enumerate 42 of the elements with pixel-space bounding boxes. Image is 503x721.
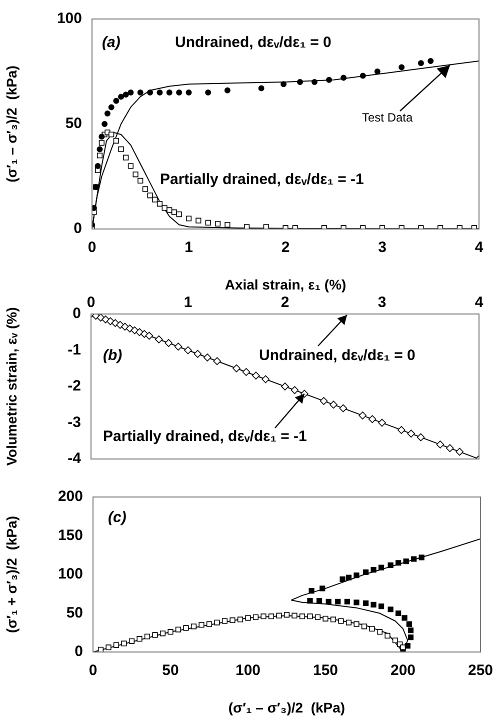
- x-tick-label: 4: [474, 239, 484, 256]
- annotation: (b): [103, 347, 122, 364]
- annotation: (c): [108, 509, 126, 526]
- y-tick-label: 200: [58, 488, 83, 506]
- y-tick-label: 100: [58, 566, 83, 583]
- y-axis-title: (σ′₁ + σ′₃)/2 (kPa): [3, 516, 20, 634]
- annotation: (a): [102, 34, 120, 52]
- y-tick-label: -2: [68, 378, 81, 395]
- y-tick-label: 150: [58, 526, 83, 544]
- x-tick-label: 4: [474, 294, 484, 312]
- x-tick-label: 200: [390, 662, 416, 680]
- y-tick-label: 100: [56, 10, 82, 28]
- x-tick-label: 2: [281, 239, 290, 256]
- y-tick-label: 0: [74, 220, 82, 238]
- annotation: Undrained, dεᵥ/dε₁ = 0: [175, 34, 332, 52]
- annotation: Test Data: [362, 110, 414, 124]
- x-tick-label: 100: [235, 662, 261, 680]
- x-tick-label: 0: [88, 662, 98, 680]
- x-tick-label: 250: [468, 662, 493, 680]
- x-tick-label: 2: [280, 294, 290, 312]
- annotation: Partially drained, dεᵥ/dε₁ = -1: [160, 171, 364, 188]
- y-axis-title: Volumetric strain, εᵥ (%): [3, 307, 20, 466]
- annotation: Undrained, dεᵥ/dε₁ = 0: [259, 347, 416, 364]
- x-tick-label: 150: [312, 662, 338, 680]
- x-axis-title: Axial strain, ε₁ (%): [224, 276, 346, 292]
- x-tick-label: 1: [184, 239, 193, 256]
- y-axis-title: (σ′₁ – σ′₃)/2 (kPa): [3, 66, 20, 182]
- y-tick-label: 0: [74, 643, 83, 660]
- x-tick-label: 0: [86, 294, 96, 312]
- x-tick-label: 0: [88, 239, 96, 256]
- y-tick-label: 0: [72, 305, 81, 322]
- annotation: Partially drained, dεᵥ/dε₁ = -1: [103, 428, 307, 446]
- x-tick-label: 50: [162, 662, 179, 680]
- x-tick-label: 1: [184, 294, 192, 312]
- x-tick-label: 3: [378, 294, 386, 312]
- y-tick-label: 50: [65, 115, 82, 132]
- y-tick-label: -1: [68, 341, 81, 358]
- x-tick-label: 3: [378, 239, 386, 256]
- y-tick-label: -3: [68, 414, 81, 431]
- y-tick-label: 50: [66, 604, 83, 622]
- x-axis-title: (σ′₁ – σ′₃)/2 (kPa): [228, 699, 346, 716]
- y-tick-label: -4: [68, 450, 82, 468]
